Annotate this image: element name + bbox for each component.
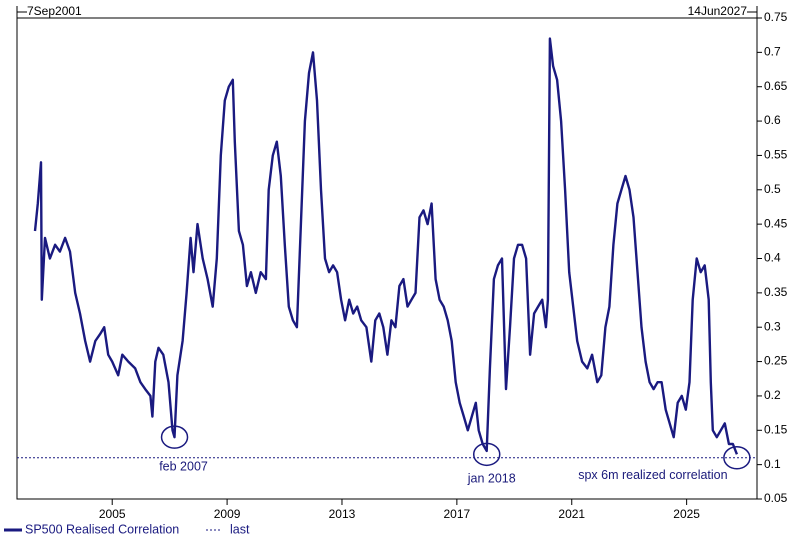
y-tick-label: 0.75 (764, 10, 788, 24)
legend-label: last (230, 522, 250, 536)
x-end-label: 14Jun2027 (688, 4, 748, 18)
x-tick-label: 2017 (444, 507, 471, 521)
data-line (33, 37, 739, 455)
annotation: feb 2007 (159, 459, 208, 473)
x-tick-label: 2005 (99, 507, 126, 521)
y-tick-label: 0.05 (764, 491, 788, 505)
x-tick-label: 2013 (329, 507, 356, 521)
y-tick-label: 0.55 (764, 148, 788, 162)
annotation-circle (723, 446, 751, 470)
y-tick-label: 0.5 (764, 182, 781, 196)
annotation: jan 2018 (467, 472, 516, 486)
annotation-circle (472, 442, 501, 467)
y-tick-label: 0.1 (764, 457, 781, 471)
x-tick-label: 2009 (214, 507, 241, 521)
y-tick-label: 0.65 (764, 79, 788, 93)
y-tick-label: 0.35 (764, 285, 788, 299)
y-tick-label: 0.2 (764, 388, 781, 402)
y-tick-label: 0.3 (764, 319, 781, 333)
x-start-label: 7Sep2001 (27, 4, 82, 18)
legend-label: SP500 Realised Correlation (25, 522, 179, 536)
y-tick-label: 0.15 (764, 422, 788, 436)
x-tick-label: 2025 (673, 507, 700, 521)
plot-frame (16, 17, 758, 500)
x-tick-label: 2021 (558, 507, 585, 521)
y-tick-label: 0.4 (764, 251, 781, 265)
y-tick-label: 0.6 (764, 113, 781, 127)
annotation: spx 6m realized correlation (578, 468, 727, 482)
annotation-circle (160, 425, 189, 449)
y-tick-label: 0.45 (764, 216, 788, 230)
y-tick-label: 0.7 (764, 45, 781, 59)
y-tick-label: 0.25 (764, 354, 788, 368)
